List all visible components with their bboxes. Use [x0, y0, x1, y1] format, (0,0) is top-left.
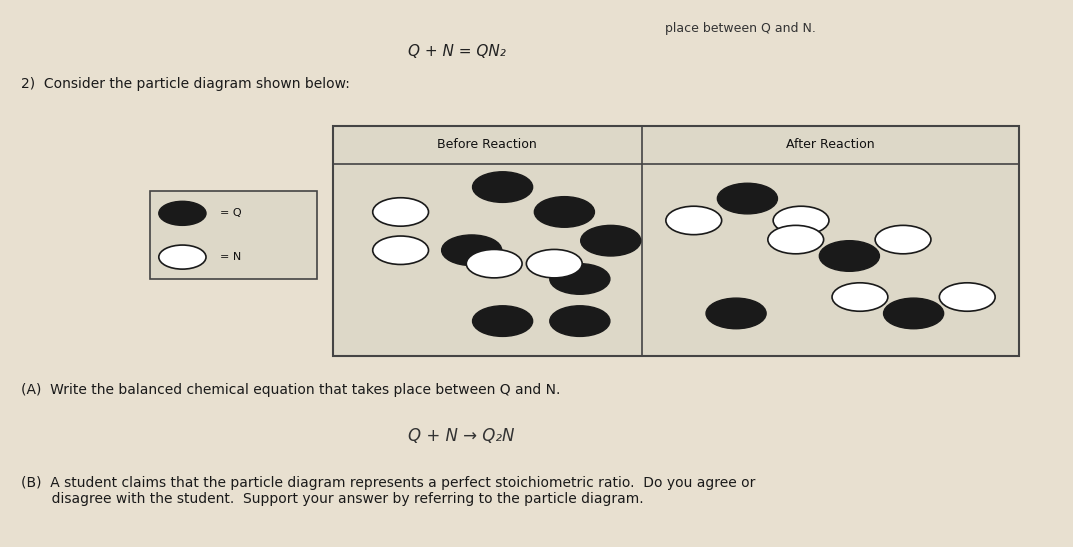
Circle shape: [527, 249, 583, 278]
Circle shape: [534, 197, 594, 228]
Circle shape: [549, 306, 609, 336]
Circle shape: [442, 235, 502, 265]
Text: (B)  A student claims that the particle diagram represents a perfect stoichiomet: (B) A student claims that the particle d…: [21, 476, 755, 506]
Text: (A)  Write the balanced chemical equation that takes place between Q and N.: (A) Write the balanced chemical equation…: [21, 383, 561, 397]
Text: = N: = N: [220, 252, 241, 262]
Circle shape: [820, 241, 880, 271]
Text: place between Q and N.: place between Q and N.: [665, 22, 817, 35]
Circle shape: [159, 201, 206, 225]
Text: Q + N → Q₂N: Q + N → Q₂N: [408, 427, 514, 445]
Bar: [150, 191, 317, 279]
Text: Q + N = QN₂: Q + N = QN₂: [408, 44, 505, 59]
Circle shape: [666, 206, 722, 235]
Text: = Q: = Q: [220, 208, 241, 218]
Text: After Reaction: After Reaction: [787, 138, 874, 152]
Circle shape: [768, 225, 824, 254]
Text: Before Reaction: Before Reaction: [438, 138, 536, 152]
Circle shape: [372, 236, 428, 265]
Circle shape: [706, 298, 766, 329]
Text: 2)  Consider the particle diagram shown below:: 2) Consider the particle diagram shown b…: [21, 77, 351, 91]
Circle shape: [883, 298, 943, 329]
Circle shape: [549, 264, 609, 294]
Circle shape: [939, 283, 995, 311]
Circle shape: [472, 172, 532, 202]
Circle shape: [832, 283, 887, 311]
Circle shape: [876, 225, 931, 254]
Circle shape: [159, 245, 206, 269]
Circle shape: [372, 198, 428, 226]
Circle shape: [580, 225, 641, 256]
Circle shape: [774, 206, 829, 235]
Circle shape: [718, 183, 778, 214]
Circle shape: [472, 306, 532, 336]
Circle shape: [467, 249, 523, 278]
Bar: [333, 126, 1019, 356]
